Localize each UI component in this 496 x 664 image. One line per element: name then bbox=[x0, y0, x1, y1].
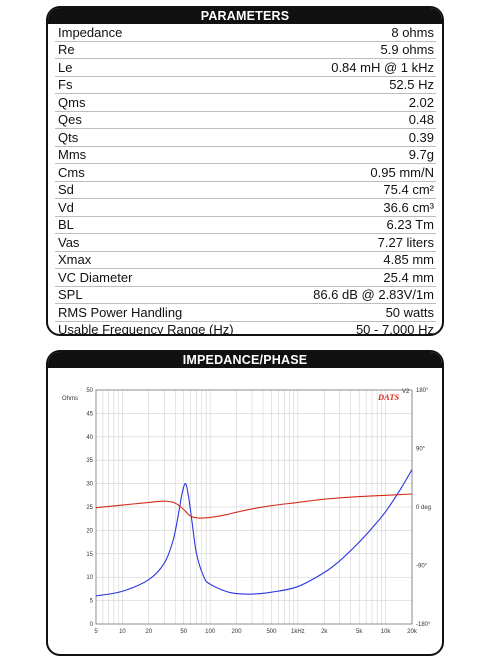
parameter-row: Xmax 4.85 mm bbox=[55, 252, 436, 269]
parameter-value: 75.4 cm² bbox=[383, 182, 434, 198]
parameter-name: BL bbox=[58, 217, 74, 233]
y-left-tick-label: 40 bbox=[86, 435, 93, 441]
parameter-row: Re 5.9 ohms bbox=[55, 42, 436, 59]
parameter-value: 0.48 bbox=[408, 112, 434, 128]
y-left-axis-label: Ohms bbox=[62, 396, 78, 402]
parameter-name: Vas bbox=[58, 234, 80, 250]
parameter-value: 50 - 7,000 Hz bbox=[355, 322, 434, 336]
y-right-tick-label: -180° bbox=[416, 622, 431, 628]
parameter-value: 0.39 bbox=[408, 129, 434, 145]
parameter-name: Usable Frequency Range (Hz) bbox=[58, 322, 234, 336]
parameter-name: Vd bbox=[58, 199, 74, 215]
parameter-value: 50 watts bbox=[385, 304, 434, 320]
parameter-value: 36.6 cm³ bbox=[383, 199, 434, 215]
parameter-row: Vd 36.6 cm³ bbox=[55, 199, 436, 217]
parameter-value: 7.27 liters bbox=[377, 234, 434, 250]
x-tick-label: 20k bbox=[407, 629, 418, 635]
parameter-name: Qms bbox=[58, 94, 86, 110]
parameter-name: Sd bbox=[58, 182, 74, 198]
dats-version: V2 bbox=[402, 389, 410, 395]
parameter-row: Cms 0.95 mm/N bbox=[55, 164, 436, 182]
y-right-tick-label: 180° bbox=[416, 388, 429, 394]
parameter-value: 25.4 mm bbox=[383, 269, 434, 285]
parameter-value: 0.95 mm/N bbox=[370, 164, 434, 180]
parameter-value: 4.85 mm bbox=[383, 252, 434, 268]
parameter-row: Sd 75.4 cm² bbox=[55, 182, 436, 199]
x-tick-label: 100 bbox=[205, 629, 216, 635]
parameter-name: RMS Power Handling bbox=[58, 304, 183, 320]
y-left-tick-label: 25 bbox=[86, 505, 93, 511]
parameter-value: 5.9 ohms bbox=[380, 42, 434, 58]
y-right-tick-label: -90° bbox=[416, 564, 428, 570]
y-right-tick-label: 0 deg bbox=[416, 505, 431, 511]
y-left-tick-label: 15 bbox=[86, 552, 93, 558]
parameter-value: 8 ohms bbox=[391, 24, 434, 40]
y-left-tick-label: 20 bbox=[86, 528, 93, 534]
parameters-panel: PARAMETERS Impedance 8 ohms Re 5.9 ohms Le 0.… bbox=[46, 6, 444, 336]
plot-frame bbox=[95, 389, 413, 625]
impedance-curve bbox=[95, 469, 413, 597]
parameters-header: PARAMETERS bbox=[48, 8, 442, 24]
parameter-row: BL 6.23 Tm bbox=[55, 217, 436, 234]
parameter-row: Impedance 8 ohms bbox=[55, 24, 436, 42]
parameter-value: 0.84 mH @ 1 kHz bbox=[331, 59, 434, 75]
y-left-tick-label: 5 bbox=[90, 599, 94, 605]
x-tick-label: 20 bbox=[145, 629, 152, 635]
parameter-row: RMS Power Handling 50 watts bbox=[55, 304, 436, 322]
y-left-tick-label: 30 bbox=[86, 482, 93, 488]
parameter-row: Qts 0.39 bbox=[55, 129, 436, 147]
parameter-value: 2.02 bbox=[408, 94, 434, 110]
y-left-tick-label: 0 bbox=[90, 622, 94, 628]
parameter-name: Re bbox=[58, 42, 75, 58]
parameter-value: 9.7g bbox=[408, 147, 434, 163]
parameter-row: Mms 9.7g bbox=[55, 147, 436, 164]
parameter-value: 52.5 Hz bbox=[389, 77, 434, 93]
parameter-row: SPL 86.6 dB @ 2.83V/1m bbox=[55, 287, 436, 304]
parameter-value: 6.23 Tm bbox=[386, 217, 434, 233]
parameter-row: Qes 0.48 bbox=[55, 112, 436, 129]
impedance-phase-panel: IMPEDANCE/PHASE 0 5 10 15 20 25 30 35 40 45 50 180°… bbox=[46, 350, 444, 656]
x-tick-label: 500 bbox=[266, 629, 277, 635]
phase-curve bbox=[95, 493, 413, 519]
y-left-tick-label: 50 bbox=[86, 388, 93, 394]
parameter-name: Impedance bbox=[58, 24, 123, 40]
x-tick-label: 50 bbox=[180, 629, 187, 635]
x-tick-label: 2k bbox=[321, 629, 328, 635]
parameter-row: Fs 52.5 Hz bbox=[55, 77, 436, 94]
y-right-tick-label: 90° bbox=[416, 447, 426, 453]
x-tick-label: 5k bbox=[356, 629, 363, 635]
y-left-tick-label: 45 bbox=[86, 411, 93, 417]
parameter-name: Xmax bbox=[58, 252, 92, 268]
parameter-value: 86.6 dB @ 2.83V/1m bbox=[313, 287, 434, 303]
parameter-name: Le bbox=[58, 59, 73, 75]
parameter-name: Fs bbox=[58, 77, 73, 93]
x-tick-label: 10k bbox=[381, 629, 392, 635]
y-left-tick-label: 35 bbox=[86, 458, 93, 464]
parameter-row: Qms 2.02 bbox=[55, 94, 436, 112]
parameter-name: Cms bbox=[58, 164, 85, 180]
x-tick-label: 200 bbox=[232, 629, 243, 635]
impedance-phase-header: IMPEDANCE/PHASE bbox=[48, 352, 442, 368]
parameters-table: Impedance 8 ohms Re 5.9 ohms Le 0.84 mH @ 1 k… bbox=[48, 24, 442, 336]
x-tick-label: 5 bbox=[94, 629, 98, 635]
parameter-row: Le 0.84 mH @ 1 kHz bbox=[55, 59, 436, 77]
parameter-name: Qes bbox=[58, 112, 82, 128]
impedance-phase-chart: 0 5 10 15 20 25 30 35 40 45 50 180° 90° 0 deg -90° -180… bbox=[48, 368, 442, 654]
parameter-name: Qts bbox=[58, 129, 79, 145]
parameter-name: VC Diameter bbox=[58, 269, 133, 285]
dats-logo: DATS bbox=[377, 392, 400, 402]
x-tick-label: 10 bbox=[119, 629, 126, 635]
parameter-name: SPL bbox=[58, 287, 83, 303]
parameter-row: VC Diameter 25.4 mm bbox=[55, 269, 436, 287]
x-tick-label: 1kHz bbox=[291, 629, 305, 635]
parameter-name: Mms bbox=[58, 147, 87, 163]
parameter-row: Vas 7.27 liters bbox=[55, 234, 436, 252]
y-left-tick-label: 10 bbox=[86, 575, 93, 581]
parameter-row: Usable Frequency Range (Hz) 50 - 7,000 Hz bbox=[55, 322, 436, 336]
